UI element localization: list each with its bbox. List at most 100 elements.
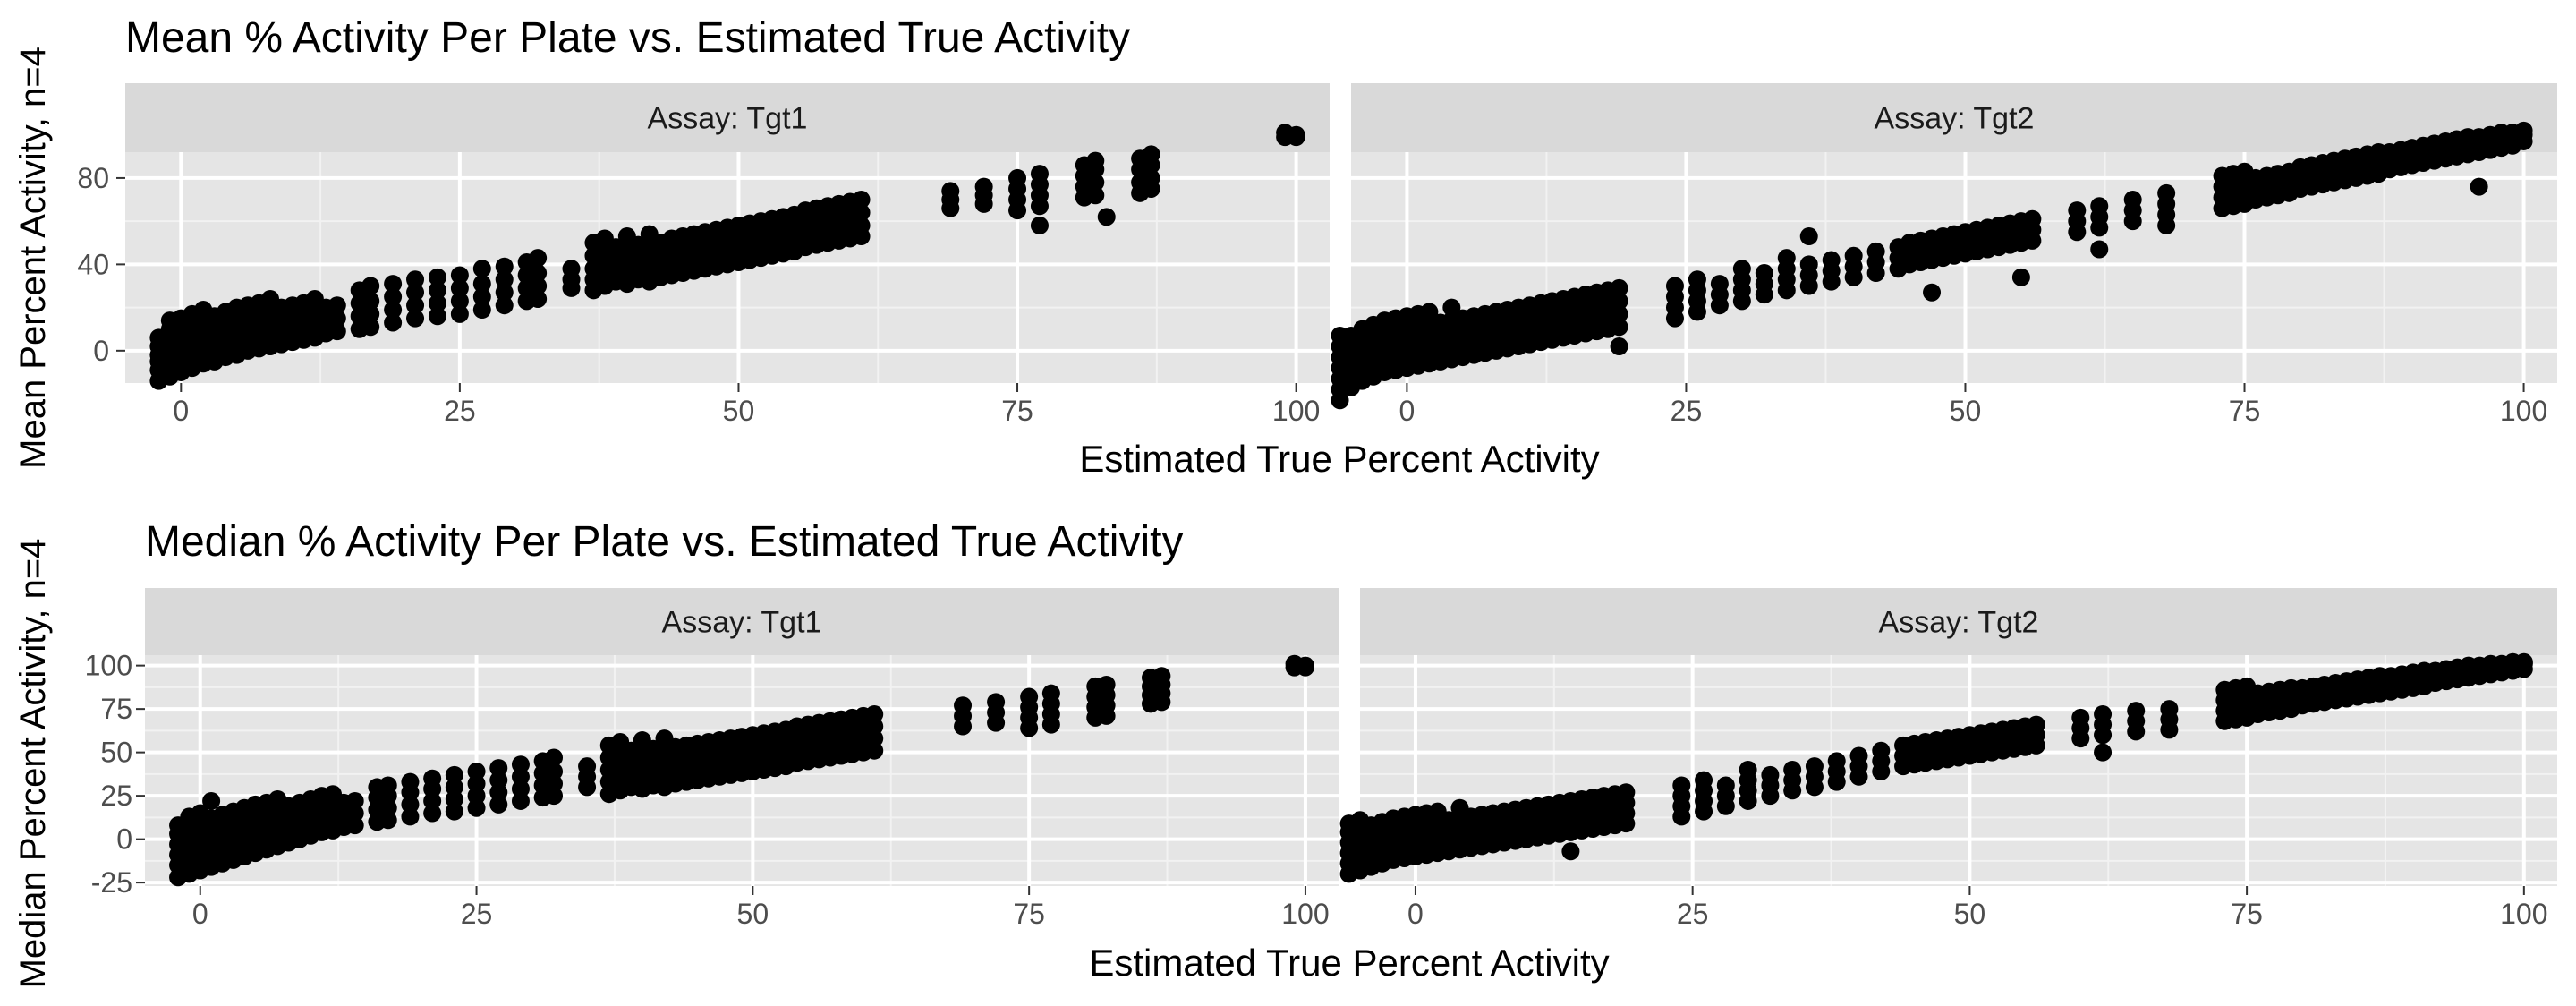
data-point xyxy=(1097,208,1116,226)
data-point xyxy=(1665,277,1684,295)
median-plot-title: Median % Activity Per Plate vs. Estimate… xyxy=(145,518,1183,566)
data-point xyxy=(2090,197,2109,216)
data-point xyxy=(406,309,425,328)
data-point xyxy=(495,257,514,276)
data-point xyxy=(1020,687,1039,706)
x-tick-label: 50 xyxy=(723,395,755,427)
data-point xyxy=(202,791,221,810)
data-point xyxy=(2157,216,2176,234)
data-point xyxy=(1822,251,1841,269)
data-point xyxy=(406,283,425,302)
x-tick-label: 25 xyxy=(461,898,493,930)
data-point xyxy=(1610,318,1628,337)
x-tick-label: 50 xyxy=(737,898,769,930)
data-point xyxy=(450,278,469,297)
data-point xyxy=(472,287,491,306)
x-tick-label: 0 xyxy=(173,395,189,427)
mean-plot-title: Mean % Activity Per Plate vs. Estimated … xyxy=(125,14,1130,62)
data-point xyxy=(2011,268,2030,286)
data-point xyxy=(1442,298,1461,317)
data-point xyxy=(450,304,469,323)
data-point xyxy=(1030,165,1049,183)
data-point xyxy=(361,292,380,311)
data-point xyxy=(1041,684,1060,703)
data-point xyxy=(472,275,491,294)
data-point xyxy=(987,693,1006,712)
data-point xyxy=(1296,658,1314,677)
data-point xyxy=(2514,121,2533,140)
x-tick-label: 100 xyxy=(1272,395,1320,427)
x-tick-label: 25 xyxy=(1671,395,1703,427)
data-point xyxy=(428,307,446,326)
data-point xyxy=(1672,776,1691,795)
data-point xyxy=(852,203,871,222)
mean-plot-x-label: Estimated True Percent Activity xyxy=(1079,438,1599,480)
data-point xyxy=(1710,275,1729,294)
data-point xyxy=(361,277,380,295)
x-tick-label: 100 xyxy=(2500,898,2547,930)
y-tick-label: 100 xyxy=(85,650,132,682)
data-point xyxy=(450,292,469,311)
facet-strip-label: Assay: Tgt1 xyxy=(662,606,822,640)
data-point xyxy=(1716,776,1735,795)
data-point xyxy=(545,748,564,767)
x-tick-label: 50 xyxy=(1950,395,1982,427)
data-point xyxy=(428,281,446,300)
data-point xyxy=(406,270,425,289)
data-point xyxy=(1866,242,1885,260)
x-tick-label: 50 xyxy=(1954,898,1986,930)
median-plot-y-label: Median Percent Activity, n=4 xyxy=(13,539,53,989)
median-facet-tgt1: Assay: Tgt1 0 25 50 75 100 -25 0 25 50 75 100 xyxy=(85,588,1339,930)
data-point xyxy=(450,266,469,285)
data-point xyxy=(1783,761,1802,780)
data-point xyxy=(327,309,346,328)
data-point xyxy=(1617,783,1636,802)
data-point xyxy=(562,260,581,278)
data-point xyxy=(529,289,548,308)
data-point xyxy=(529,277,548,295)
facet-strip xyxy=(1351,83,2557,152)
data-point xyxy=(495,296,514,315)
x-tick-label: 25 xyxy=(444,395,476,427)
facet-strip xyxy=(125,83,1330,152)
data-point xyxy=(467,762,486,780)
data-point xyxy=(2127,702,2146,720)
data-point xyxy=(1872,741,1891,760)
data-point xyxy=(954,696,973,715)
data-point xyxy=(327,322,346,341)
data-point xyxy=(2094,704,2113,723)
data-point xyxy=(1805,757,1824,776)
x-tick-label: 25 xyxy=(1677,898,1709,930)
data-point xyxy=(445,765,463,784)
data-point xyxy=(428,294,446,312)
data-point xyxy=(378,776,397,795)
facet-strip xyxy=(145,588,1339,655)
x-tick-label: 75 xyxy=(2231,898,2263,930)
data-point xyxy=(1152,667,1171,686)
data-point xyxy=(1086,186,1105,205)
y-tick-label: 75 xyxy=(100,693,132,725)
facet-strip xyxy=(1360,588,2557,655)
data-point xyxy=(2023,209,2042,228)
data-point xyxy=(1561,842,1580,861)
data-point xyxy=(1610,337,1628,356)
y-tick-label: 50 xyxy=(100,737,132,769)
data-point xyxy=(1688,270,1706,289)
data-point xyxy=(1799,255,1818,274)
data-point xyxy=(1287,128,1305,147)
y-tick-label: 0 xyxy=(93,335,109,367)
data-point xyxy=(2094,743,2113,762)
data-point xyxy=(1739,761,1757,780)
data-point xyxy=(1849,746,1868,765)
data-point xyxy=(406,296,425,315)
data-point xyxy=(384,275,403,294)
x-tick-label: 75 xyxy=(1013,898,1045,930)
y-tick-label: 80 xyxy=(77,162,109,194)
facet-strip-label: Assay: Tgt1 xyxy=(648,102,808,136)
data-point xyxy=(974,177,993,196)
data-point xyxy=(361,304,380,323)
data-point xyxy=(1732,260,1751,278)
x-tick-label: 0 xyxy=(1399,395,1416,427)
data-point xyxy=(384,313,403,332)
